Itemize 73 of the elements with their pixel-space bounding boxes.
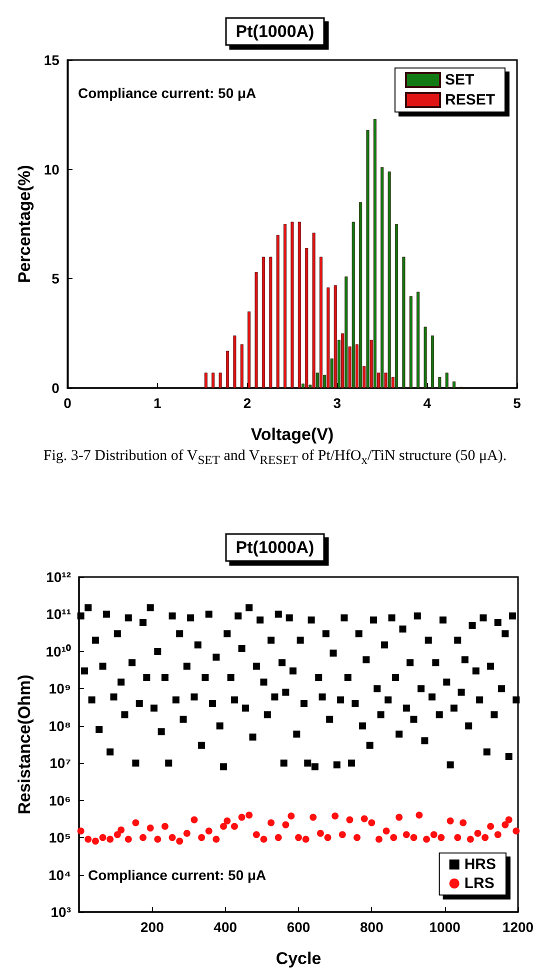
bar — [262, 256, 265, 388]
bar — [276, 234, 280, 388]
y-tick-label: 10⁵ — [48, 830, 71, 846]
y-tick-label: 10¹² — [46, 569, 72, 585]
x-tick-label: 800 — [360, 919, 384, 935]
bar — [366, 130, 370, 388]
annotation: Compliance current: 50 μA — [88, 867, 266, 883]
x-tick-label: 5 — [513, 395, 522, 411]
x-tick-label: 1 — [153, 395, 162, 411]
bar — [352, 222, 355, 388]
y-tick-label: 10¹¹ — [46, 606, 72, 622]
legend-label: LRS — [464, 875, 494, 892]
y-tick-label: 10 — [44, 161, 60, 178]
x-axis-title: Voltage(V) — [250, 425, 334, 444]
y-tick-label: 10⁹ — [48, 680, 71, 697]
bar — [395, 224, 398, 388]
bar — [409, 296, 412, 388]
bar — [254, 272, 258, 388]
chart-title: Pt(1000A) — [236, 22, 314, 41]
bar — [452, 381, 456, 388]
bar — [430, 336, 434, 388]
y-tick-label: 10¹⁰ — [46, 643, 71, 660]
bar — [359, 202, 362, 388]
x-tick-label: 200 — [140, 919, 164, 935]
bar — [334, 285, 337, 388]
x-tick-label: 400 — [214, 919, 238, 935]
legend-label: SET — [444, 72, 474, 88]
bar — [373, 119, 376, 388]
y-tick-label: 0 — [52, 380, 60, 396]
x-tick-label: 1200 — [502, 919, 534, 935]
x-tick-label: 3 — [333, 395, 342, 411]
bar — [388, 172, 391, 388]
bar — [269, 256, 272, 388]
x-tick-label: 600 — [286, 919, 310, 935]
x-tick-label: 2 — [243, 395, 252, 411]
y-axis-title: Percentage(%) — [15, 164, 34, 284]
bar — [284, 224, 287, 388]
bar — [344, 276, 348, 388]
caption: Fig. 3-7 Distribution of V$_{SET}$ and V$_{RESET}$ of Pt/HfO$_{x}$/TiN structure (50 μA). — [42, 448, 508, 469]
legend-label: RESET — [444, 92, 496, 108]
legend-label: HRS — [464, 856, 496, 873]
bar — [212, 372, 215, 388]
y-tick-label: 15 — [44, 52, 60, 68]
bar — [240, 344, 244, 388]
y-tick-label: 10⁴ — [48, 866, 72, 883]
bar — [248, 311, 251, 388]
y-axis-title: Resistance(Ohm) — [15, 674, 34, 814]
bar — [218, 372, 222, 388]
bar — [326, 287, 330, 388]
x-tick-label: 1000 — [429, 919, 461, 935]
y-tick-label: 10³ — [50, 904, 72, 920]
bar — [445, 372, 448, 388]
bar — [305, 248, 308, 388]
annotation: Compliance current: 50 μA — [78, 85, 256, 101]
bar — [402, 256, 406, 388]
y-tick-label: 10⁷ — [50, 755, 72, 772]
y-tick-label: 10⁶ — [48, 792, 71, 808]
y-tick-label: 5 — [52, 270, 60, 287]
bar — [312, 232, 316, 388]
bar — [380, 167, 384, 388]
bar — [438, 377, 442, 388]
x-tick-label: 4 — [423, 395, 432, 411]
chart-title: Pt(1000A) — [236, 538, 314, 557]
bar — [416, 292, 420, 388]
x-axis-title: Cycle — [276, 949, 322, 968]
bar — [226, 350, 230, 388]
y-tick-label: 10⁸ — [48, 718, 71, 734]
bar — [298, 222, 301, 388]
bar — [320, 256, 323, 388]
bar — [204, 372, 208, 388]
bar — [290, 222, 294, 388]
bar — [424, 326, 427, 388]
bar — [233, 336, 236, 388]
